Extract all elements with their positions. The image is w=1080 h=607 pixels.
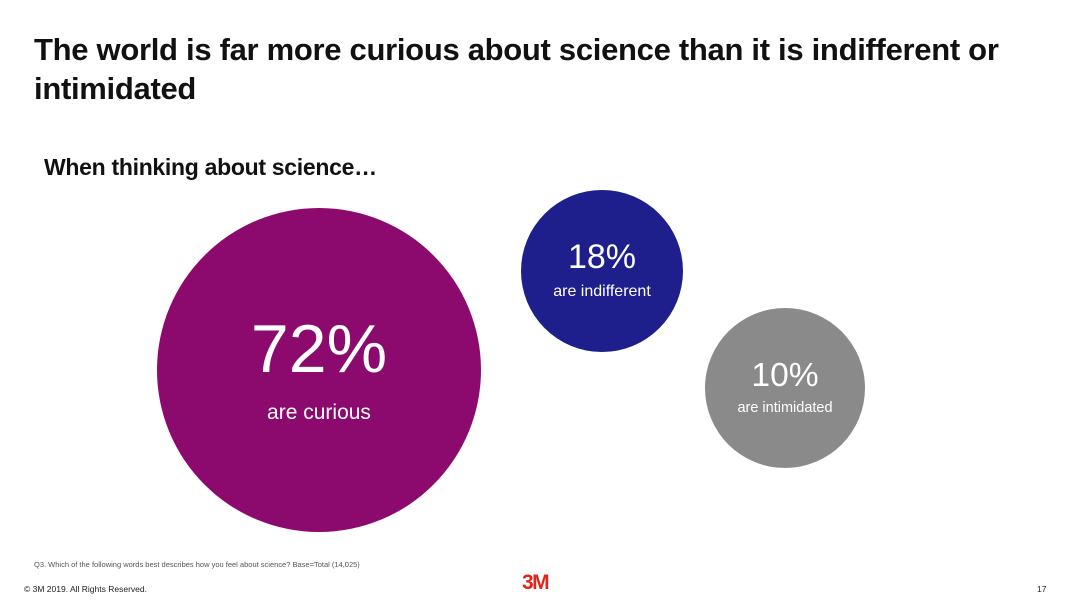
bubble-label: are curious	[267, 400, 371, 424]
bubble-curious: 72% are curious	[157, 208, 481, 532]
bubble-label: are intimidated	[737, 400, 833, 417]
slide-subtitle: When thinking about science…	[44, 154, 377, 180]
footnote: Q3. Which of the following words best de…	[34, 560, 360, 569]
slide-title: The world is far more curious about scie…	[34, 32, 999, 106]
bubble-value: 72%	[250, 311, 388, 388]
page-number: 17	[1037, 584, 1047, 594]
copyright-notice: © 3M 2019. All Rights Reserved.	[24, 584, 147, 594]
bubble-label: are indifferent	[553, 283, 651, 301]
bubble-indifferent: 18% are indifferent	[521, 190, 683, 352]
bubble-value: 18%	[567, 238, 637, 277]
bubble-value: 10%	[751, 356, 819, 394]
bubble-intimidated: 10% are intimidated	[705, 308, 865, 468]
3m-logo: 3M	[522, 571, 550, 594]
